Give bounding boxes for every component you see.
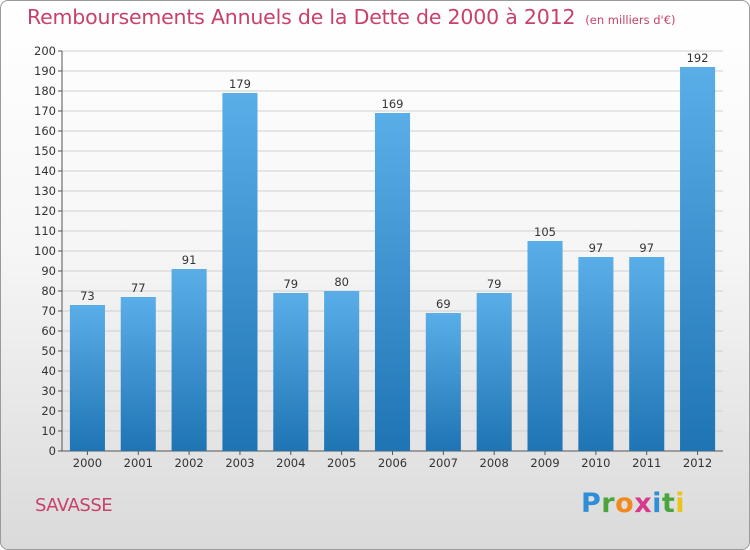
bar-2008 — [476, 293, 512, 451]
y-tick-label: 160 — [34, 124, 56, 138]
x-tick-label: 2003 — [225, 456, 254, 470]
chart-title: Remboursements Annuels de la Dette de 20… — [27, 5, 676, 29]
bar-2011 — [629, 257, 665, 451]
bar-value-label: 97 — [589, 241, 604, 255]
bar-2002 — [171, 269, 207, 451]
y-tick-label: 0 — [49, 444, 56, 458]
bar-2005 — [324, 291, 360, 451]
bar-value-label: 79 — [487, 277, 502, 291]
x-tick-label: 2008 — [480, 456, 509, 470]
x-tick-label: 2011 — [632, 456, 661, 470]
x-tick-label: 2007 — [429, 456, 458, 470]
x-tick-label: 2004 — [276, 456, 305, 470]
y-tick-label: 150 — [34, 144, 56, 158]
y-tick-label: 60 — [41, 324, 56, 338]
proxiti-logo: Proxiti — [581, 488, 686, 519]
y-tick-label: 100 — [34, 244, 56, 258]
y-tick-label: 110 — [34, 224, 56, 238]
bar-value-label: 80 — [334, 275, 349, 289]
y-tick-label: 20 — [41, 404, 56, 418]
y-tick-label: 40 — [41, 364, 56, 378]
y-tick-label: 70 — [41, 304, 56, 318]
y-tick-label: 140 — [34, 164, 56, 178]
bar-2004 — [273, 293, 309, 451]
y-tick-label: 180 — [34, 84, 56, 98]
bar-2000 — [69, 305, 105, 451]
y-tick-label: 10 — [41, 424, 56, 438]
y-tick-label: 120 — [34, 204, 56, 218]
y-tick-label: 90 — [41, 264, 56, 278]
bar-value-label: 97 — [639, 241, 654, 255]
bar-2003 — [222, 93, 258, 451]
x-tick-label: 2006 — [378, 456, 407, 470]
bar-2009 — [527, 241, 563, 451]
data-labels: 73 77 91 179 79 80 169 69 79 105 97 97 192 — [80, 51, 708, 311]
bar-value-label: 91 — [182, 253, 197, 267]
x-tick-label: 2000 — [73, 456, 102, 470]
y-tick-label: 130 — [34, 184, 56, 198]
bar-value-label: 79 — [283, 277, 298, 291]
bar-value-label: 77 — [131, 281, 146, 295]
chart-subtitle: (en milliers d'€) — [585, 13, 676, 27]
y-tick-label: 170 — [34, 104, 56, 118]
y-tick-label: 200 — [34, 44, 56, 58]
x-tick-label: 2009 — [530, 456, 559, 470]
place-name: SAVASSE — [35, 495, 113, 516]
x-tick-label: 2012 — [683, 456, 712, 470]
x-tick-label: 2001 — [124, 456, 153, 470]
y-tick-label: 80 — [41, 284, 56, 298]
bar-value-label: 73 — [80, 289, 95, 303]
bar-2001 — [120, 297, 156, 451]
bar-2010 — [578, 257, 614, 451]
bars — [69, 67, 716, 451]
x-tick-label: 2010 — [581, 456, 610, 470]
x-tick-label: 2005 — [327, 456, 356, 470]
bar-value-label: 179 — [229, 77, 251, 91]
bar-value-label: 169 — [382, 97, 404, 111]
bar-value-label: 192 — [687, 51, 709, 65]
x-tick-label: 2002 — [174, 456, 203, 470]
bar-2007 — [425, 313, 461, 451]
y-tick-label: 30 — [41, 384, 56, 398]
y-tick-label: 50 — [41, 344, 56, 358]
y-tick-label: 190 — [34, 64, 56, 78]
bar-value-label: 69 — [436, 297, 451, 311]
chart-title-text: Remboursements Annuels de la Dette de 20… — [27, 5, 576, 29]
bar-2012 — [680, 67, 716, 451]
bar-value-label: 105 — [534, 225, 556, 239]
axes: 0 10 20 30 40 50 60 70 80 90 100 110 120 130 140 150 160… — [34, 44, 723, 470]
bar-2006 — [374, 113, 411, 451]
